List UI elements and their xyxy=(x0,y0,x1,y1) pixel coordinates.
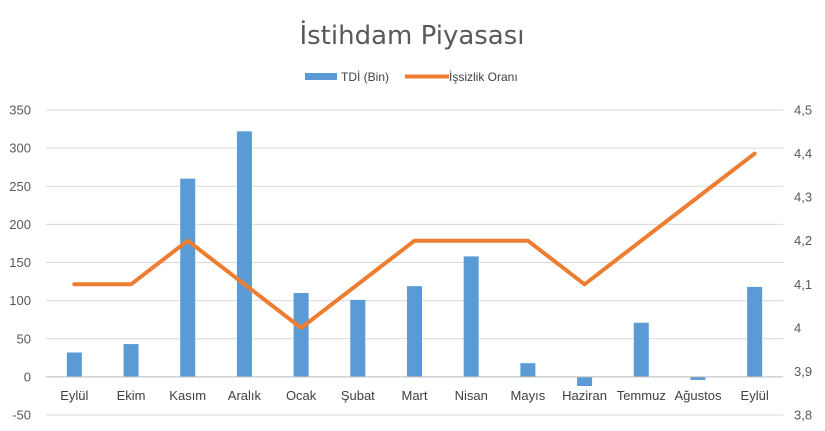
bar xyxy=(180,178,196,377)
category-label: Mayıs xyxy=(511,388,546,403)
bar xyxy=(407,286,422,377)
bar xyxy=(747,286,763,377)
bar-series xyxy=(66,131,763,387)
left-tick-label: 200 xyxy=(9,217,31,232)
category-label: Mart xyxy=(402,388,428,403)
legend-bar-label: TDİ (Bin) xyxy=(341,70,389,84)
bar xyxy=(577,376,593,387)
left-tick-label: 250 xyxy=(9,179,31,194)
left-tick-label: 150 xyxy=(9,255,31,270)
right-axis-ticks: 3,8 3,9 4 4,1 4,2 4,3 4,4 4,5 xyxy=(794,103,812,423)
category-label: Eylül xyxy=(60,388,88,403)
bar xyxy=(633,322,649,377)
bar xyxy=(66,352,82,377)
legend: TDİ (Bin) İşsizlik Oranı xyxy=(305,70,518,84)
right-tick-label: 4 xyxy=(794,320,801,335)
legend-bar-swatch xyxy=(305,73,337,80)
line-series xyxy=(72,151,757,330)
right-tick-label: 4,1 xyxy=(794,277,812,292)
bar xyxy=(690,376,706,380)
category-label: Kasım xyxy=(169,388,206,403)
category-labels: Eylül Ekim Kasım Aralık Ocak Şubat Mart Nisan Ma… xyxy=(60,388,769,403)
chart-title: İstihdam Piyasası xyxy=(299,19,524,51)
category-label: Haziran xyxy=(562,388,607,403)
right-tick-label: 3,8 xyxy=(794,408,812,423)
legend-line-label: İşsizlik Oranı xyxy=(449,70,518,84)
bar xyxy=(293,293,309,377)
left-tick-label: 300 xyxy=(9,141,31,156)
right-tick-label: 4,4 xyxy=(794,146,812,161)
right-tick-label: 4,5 xyxy=(794,103,812,118)
bar xyxy=(463,256,479,377)
right-tick-label: 3,9 xyxy=(794,364,812,379)
category-label: Ekim xyxy=(117,388,146,403)
bar xyxy=(520,363,536,377)
left-tick-label: 350 xyxy=(9,103,31,118)
category-label: Nisan xyxy=(455,388,488,403)
right-tick-label: 4,2 xyxy=(794,233,812,248)
unemployment-line xyxy=(72,151,757,330)
left-tick-label: -50 xyxy=(12,408,31,423)
category-label: Eylül xyxy=(741,388,769,403)
bar xyxy=(350,299,366,377)
left-tick-label: 100 xyxy=(9,293,31,308)
left-tick-label: 50 xyxy=(17,331,31,346)
left-tick-label: 0 xyxy=(24,369,31,384)
bar xyxy=(236,131,252,377)
left-axis-ticks: -50 0 50 100 150 200 250 300 350 xyxy=(9,103,31,423)
category-label: Ağustos xyxy=(674,388,721,403)
bar xyxy=(123,344,139,377)
category-label: Temmuz xyxy=(617,388,666,403)
category-label: Ocak xyxy=(286,388,317,403)
right-tick-label: 4,3 xyxy=(794,190,812,205)
category-label: Şubat xyxy=(341,388,375,403)
category-label: Aralık xyxy=(228,388,262,403)
